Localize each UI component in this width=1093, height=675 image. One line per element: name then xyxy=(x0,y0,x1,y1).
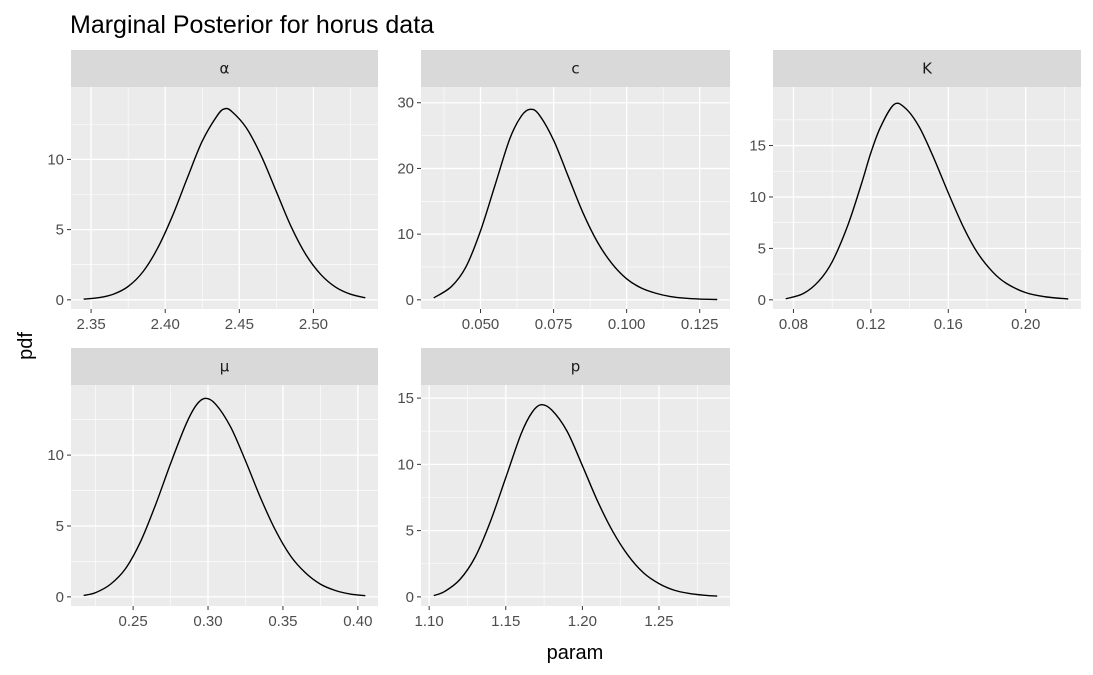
x-tick-label: 1.20 xyxy=(568,613,597,630)
panel-background xyxy=(773,87,1081,309)
x-tick-label: 0.30 xyxy=(193,613,222,630)
x-tick-label: 0.050 xyxy=(462,316,500,333)
strip-label: α xyxy=(220,60,230,78)
facet-panel: α 2.35 2.40 2.45 2.50 0 5 10 xyxy=(47,50,378,333)
y-tick-label: 10 xyxy=(397,456,414,473)
facet-panel: c 0.050 0.075 0.100 0.125 0 10 20 30 xyxy=(397,50,730,333)
x-tick-label: 0.100 xyxy=(608,316,646,333)
y-tick-label: 10 xyxy=(47,447,64,464)
x-tick-label: 0.08 xyxy=(779,316,808,333)
x-tick-label: 0.40 xyxy=(343,613,372,630)
y-tick-label: 10 xyxy=(397,226,414,243)
x-tick-label: 1.10 xyxy=(415,613,444,630)
y-axis-title: pdf xyxy=(15,332,37,360)
strip-label: K xyxy=(922,60,933,78)
x-tick-label: 0.20 xyxy=(1011,316,1040,333)
facet-panel: p 1.10 1.15 1.20 1.25 0 5 10 15 xyxy=(397,348,730,630)
strip-background xyxy=(71,50,378,87)
y-tick-label: 5 xyxy=(406,523,414,540)
y-tick-label: 30 xyxy=(397,95,414,112)
x-tick-label: 0.35 xyxy=(268,613,297,630)
y-tick-label: 15 xyxy=(749,138,766,155)
x-tick-label: 0.12 xyxy=(856,316,885,333)
strip-background xyxy=(71,348,378,385)
y-tick-label: 0 xyxy=(56,292,64,309)
panel-background xyxy=(71,385,378,606)
strip-background xyxy=(773,50,1081,87)
density-curve xyxy=(83,397,366,597)
y-tick-label: 0 xyxy=(56,589,64,606)
y-tick-label: 0 xyxy=(406,589,414,606)
strip-background xyxy=(421,348,730,385)
strip-label: μ xyxy=(220,358,230,376)
x-tick-label: 0.125 xyxy=(681,316,719,333)
density-curve xyxy=(785,102,1069,300)
x-tick-label: 2.35 xyxy=(76,316,105,333)
y-tick-label: 10 xyxy=(749,189,766,206)
x-tick-label: 2.50 xyxy=(299,316,328,333)
y-tick-label: 0 xyxy=(758,292,766,309)
x-tick-label: 0.075 xyxy=(535,316,573,333)
density-curve xyxy=(433,403,718,597)
panel-background xyxy=(421,385,730,606)
density-curve xyxy=(83,107,366,300)
x-axis-title: param xyxy=(547,642,604,664)
x-tick-label: 2.45 xyxy=(225,316,254,333)
x-tick-label: 1.15 xyxy=(491,613,520,630)
y-tick-label: 0 xyxy=(406,292,414,309)
x-tick-label: 2.40 xyxy=(151,316,180,333)
facet-panel: K 0.08 0.12 0.16 0.20 0 5 10 15 xyxy=(749,50,1081,333)
panel-background xyxy=(421,87,730,309)
strip-label: c xyxy=(571,60,579,78)
y-tick-label: 5 xyxy=(56,222,64,239)
x-tick-label: 1.25 xyxy=(644,613,673,630)
facet-panels: α 2.35 2.40 2.45 2.50 0 5 10 c 0.050 0.075 0.100 0.1… xyxy=(47,50,1081,630)
y-tick-label: 5 xyxy=(758,240,766,257)
chart-title: Marginal Posterior for horus data xyxy=(70,11,434,39)
strip-background xyxy=(421,50,730,87)
y-tick-label: 20 xyxy=(397,160,414,177)
y-tick-label: 10 xyxy=(47,151,64,168)
strip-label: p xyxy=(571,358,581,376)
y-tick-label: 5 xyxy=(56,518,64,535)
y-tick-label: 15 xyxy=(397,390,414,407)
x-tick-label: 0.16 xyxy=(934,316,963,333)
panel-background xyxy=(71,87,378,309)
facet-panel: μ 0.25 0.30 0.35 0.40 0 5 10 xyxy=(47,348,378,630)
density-curve xyxy=(433,108,718,301)
x-tick-label: 0.25 xyxy=(119,613,148,630)
